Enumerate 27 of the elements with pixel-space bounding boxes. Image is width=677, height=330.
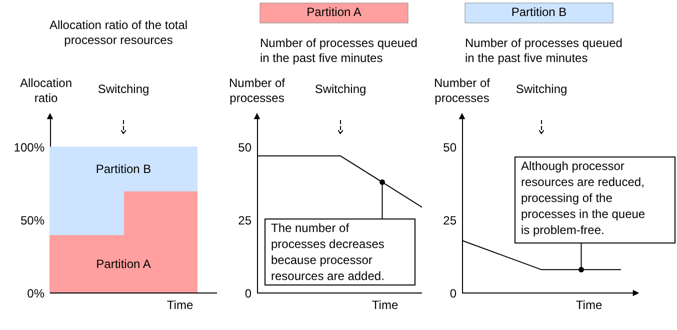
- y-tick-label: 50: [443, 140, 457, 155]
- y-tick-label: 100%: [14, 140, 45, 155]
- x-axis-title: Time: [372, 298, 398, 312]
- y-tick-label: 0: [450, 286, 457, 300]
- annotation: Although processor resources are reduced, processing of the processes in the queue is problem-free.: [521, 159, 646, 237]
- chart-subtitle: Number of processes queued in the past five minutes: [260, 36, 418, 65]
- chart-title: Allocation ratio of the total processor resources: [49, 18, 188, 47]
- text: Switching: [516, 82, 568, 96]
- annotation: The number of processes decreases because processor resources are added.: [271, 221, 384, 283]
- text: Switching: [314, 82, 366, 96]
- chart-title: Partition B: [511, 5, 567, 19]
- y-tick-label: 25: [443, 214, 457, 228]
- x-axis-title: Time: [166, 298, 194, 312]
- text: Switching: [98, 82, 150, 96]
- series-label: Partition A: [96, 256, 151, 271]
- y-axis-title: Number of processes: [228, 76, 286, 105]
- y-axis-title: Number of processes: [434, 76, 491, 105]
- y-tick-label: 0: [244, 286, 252, 300]
- y-tick-label: 50: [238, 140, 252, 155]
- chart-title: Partition A: [306, 5, 362, 19]
- y-axis-title: Allocation ratio: [20, 76, 72, 105]
- y-tick-label: 0%: [27, 286, 45, 300]
- chart-subtitle: Number of processes queued in the past five minutes: [465, 36, 622, 65]
- x-axis-title: Time: [576, 298, 602, 312]
- y-tick-label: 50%: [20, 214, 45, 228]
- y-tick-label: 25: [238, 214, 252, 228]
- series-label: Partition B: [96, 162, 152, 176]
